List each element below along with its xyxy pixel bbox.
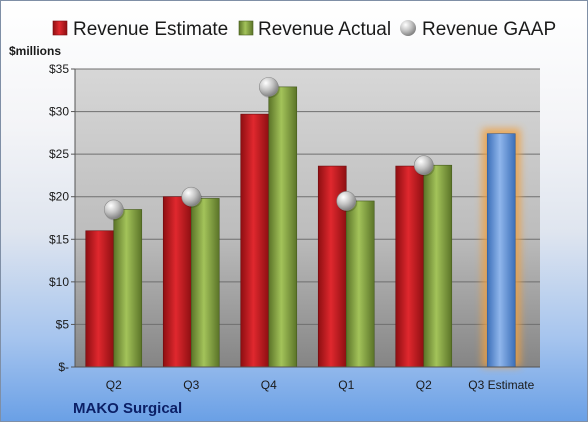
x-tick-label: Q1 [338, 378, 354, 392]
y-tick-label: $- [58, 360, 69, 374]
y-axis: $- $5 $10 $15 $20 $25 $30 $35 [49, 62, 76, 374]
y-tick-label: $30 [49, 105, 69, 119]
gaap-marker [181, 186, 202, 207]
x-tick-label: Q3 [183, 378, 199, 392]
x-axis: Q2 Q3 Q4 Q1 Q2 Q3 Estimate [75, 366, 540, 392]
bar-revenue-actual [423, 164, 453, 368]
x-tick-label: Q3 Estimate [468, 378, 534, 392]
y-tick-label: $20 [49, 190, 69, 204]
bar-revenue-estimate [240, 113, 270, 368]
gaap-markers [103, 77, 435, 221]
bars [85, 86, 521, 368]
bar-revenue-estimate [85, 230, 115, 368]
legend: Revenue Estimate Revenue Actual Revenue … [52, 19, 556, 40]
y-axis-unit-label: $millions [9, 44, 61, 58]
x-tick-label: Q2 [106, 378, 122, 392]
gaap-marker [413, 155, 434, 176]
y-tick-label: $35 [49, 62, 69, 76]
bar-revenue-estimate [395, 165, 425, 368]
gaap-marker [258, 77, 279, 97]
bar-revenue-actual [268, 86, 298, 368]
legend-item-actual: Revenue Actual [238, 19, 391, 40]
legend-swatch-estimate [52, 20, 68, 36]
bar-revenue-actual [113, 209, 143, 368]
bar-q3-estimate [486, 133, 516, 368]
y-tick-label: $15 [49, 232, 69, 246]
bar-revenue-actual [345, 200, 375, 368]
y-tick-label: $10 [49, 275, 69, 289]
y-tick-label: $5 [56, 317, 70, 331]
legend-label-actual: Revenue Actual [258, 19, 391, 40]
y-tick-label: $25 [49, 147, 69, 161]
legend-label-estimate: Revenue Estimate [73, 19, 228, 40]
legend-item-gaap: Revenue GAAP [400, 19, 556, 40]
gaap-marker [336, 191, 357, 211]
x-tick-label: Q2 [416, 378, 432, 392]
x-tick-label: Q4 [261, 378, 277, 392]
bar-revenue-actual [190, 198, 220, 368]
gaap-marker [103, 199, 124, 220]
gridlines [75, 68, 540, 368]
plot-area [75, 69, 540, 367]
bar-revenue-estimate [162, 196, 192, 368]
company-name: MAKO Surgical [73, 400, 182, 417]
legend-swatch-actual [238, 20, 254, 36]
legend-marker-gaap [400, 20, 416, 36]
legend-item-estimate: Revenue Estimate [52, 19, 228, 40]
legend-label-gaap: Revenue GAAP [422, 19, 556, 40]
